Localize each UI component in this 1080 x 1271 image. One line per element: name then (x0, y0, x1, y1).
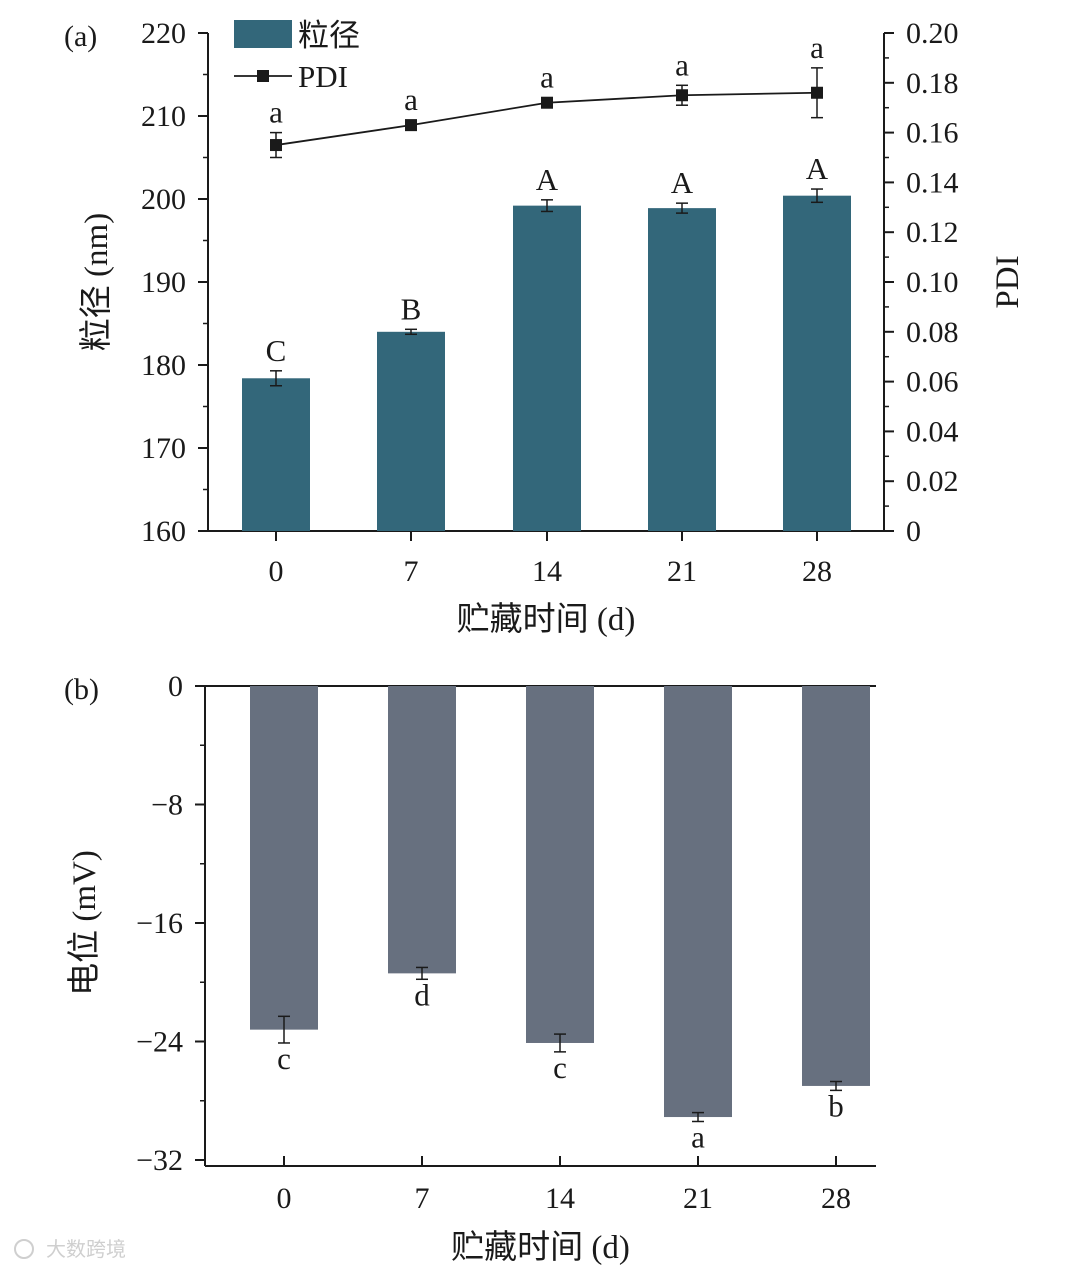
x-tick-label: 28 (821, 1182, 851, 1215)
y-tick-label: −16 (136, 907, 183, 940)
pdi-point-21 (676, 89, 688, 102)
bar-zeta-potential-7 (388, 686, 456, 974)
bar-particle-size-14 (513, 205, 581, 531)
bar-particle-size-0 (242, 378, 310, 531)
bar-significance-label: c (553, 1050, 567, 1085)
y-tick-label: 210 (141, 100, 186, 133)
y2-tick-label: 0.12 (906, 216, 959, 249)
y2-tick-label: 0.04 (906, 415, 959, 448)
pdi-significance-label: a (404, 82, 418, 117)
legend-swatch-particle-size (234, 20, 292, 48)
y2-tick-label: 0.10 (906, 266, 959, 299)
y-tick-label: 200 (141, 183, 186, 216)
panel-b-label: (b) (64, 673, 99, 706)
y-tick-label: −8 (151, 789, 183, 822)
pdi-significance-label: a (540, 60, 554, 95)
y2-tick-label: 0.16 (906, 117, 959, 150)
bar-significance-label: A (806, 151, 829, 186)
x-tick-label: 7 (415, 1182, 430, 1215)
y-axis-title: 粒径 (nm) (78, 213, 115, 351)
bar-significance-label: B (401, 291, 422, 326)
watermark-text: 大数跨境 (46, 1237, 126, 1261)
panel-a-label: (a) (64, 20, 97, 53)
bar-significance-label: d (414, 977, 430, 1012)
y-tick-label: 190 (141, 266, 186, 299)
y2-tick-label: 0.14 (906, 166, 959, 199)
x-tick-label: 28 (802, 555, 832, 588)
y2-tick-label: 0 (906, 515, 921, 548)
bar-zeta-potential-0 (250, 686, 318, 1030)
x-tick-label: 0 (277, 1182, 292, 1215)
panel-b-zeta-potential-chart: 0 −8 −16 −24 −32 c d c a b 0 7 14 21 28 贮藏时间 (d) 电位 (mV)… (64, 670, 876, 1266)
panel-a-particle-size-chart: 16017018019020021022000.020.040.060.080.… (64, 17, 1026, 638)
legend-label-pdi: PDI (298, 59, 348, 94)
bar-significance-label: a (691, 1119, 705, 1154)
bar-particle-size-28 (783, 195, 851, 531)
pdi-point-28 (811, 86, 823, 99)
bar-significance-label: b (828, 1088, 844, 1123)
bar-zeta-potential-21 (664, 686, 732, 1118)
bar-particle-size-7 (377, 331, 445, 531)
pdi-significance-label: a (675, 47, 689, 82)
pdi-point-0 (270, 139, 282, 152)
bar-significance-label: A (671, 165, 694, 200)
y-tick-label: 180 (141, 349, 186, 382)
y2-tick-label: 0.20 (906, 17, 959, 50)
bar-significance-label: C (266, 333, 287, 368)
bar-zeta-potential-14 (526, 686, 594, 1043)
y2-tick-label: 0.06 (906, 366, 959, 399)
y-tick-label: 160 (141, 515, 186, 548)
y-tick-label: −32 (136, 1144, 183, 1177)
legend-label-particle-size: 粒径 (298, 18, 360, 53)
y-tick-label: −24 (136, 1026, 183, 1059)
pdi-significance-label: a (810, 30, 824, 65)
watermark: 大数跨境 (14, 1237, 126, 1261)
y2-axis-title: PDI (990, 255, 1026, 308)
y2-tick-label: 0.02 (906, 465, 959, 498)
y2-tick-label: 0.18 (906, 67, 959, 100)
pdi-point-14 (541, 96, 553, 109)
y-tick-label: 170 (141, 432, 186, 465)
x-tick-label: 0 (269, 555, 284, 588)
bar-significance-label: c (277, 1041, 291, 1076)
y-axis-title: 电位 (mV) (66, 850, 103, 996)
y-tick-label: 0 (168, 670, 183, 703)
x-axis-title: 贮藏时间 (d) (457, 601, 636, 638)
x-tick-label: 14 (532, 555, 562, 588)
bar-zeta-potential-28 (802, 686, 870, 1086)
x-tick-label: 21 (667, 555, 697, 588)
x-tick-label: 7 (404, 555, 419, 588)
x-axis-title: 贮藏时间 (d) (451, 1229, 630, 1266)
watermark-icon (14, 1239, 34, 1259)
bar-particle-size-21 (648, 208, 716, 531)
x-tick-label: 21 (683, 1182, 713, 1215)
pdi-significance-label: a (269, 95, 283, 130)
pdi-point-7 (405, 119, 417, 132)
y2-tick-label: 0.08 (906, 316, 959, 349)
x-tick-label: 14 (545, 1182, 575, 1215)
bar-significance-label: A (536, 162, 559, 197)
legend-swatch-pdi-marker (257, 70, 269, 82)
y-tick-label: 220 (141, 17, 186, 50)
